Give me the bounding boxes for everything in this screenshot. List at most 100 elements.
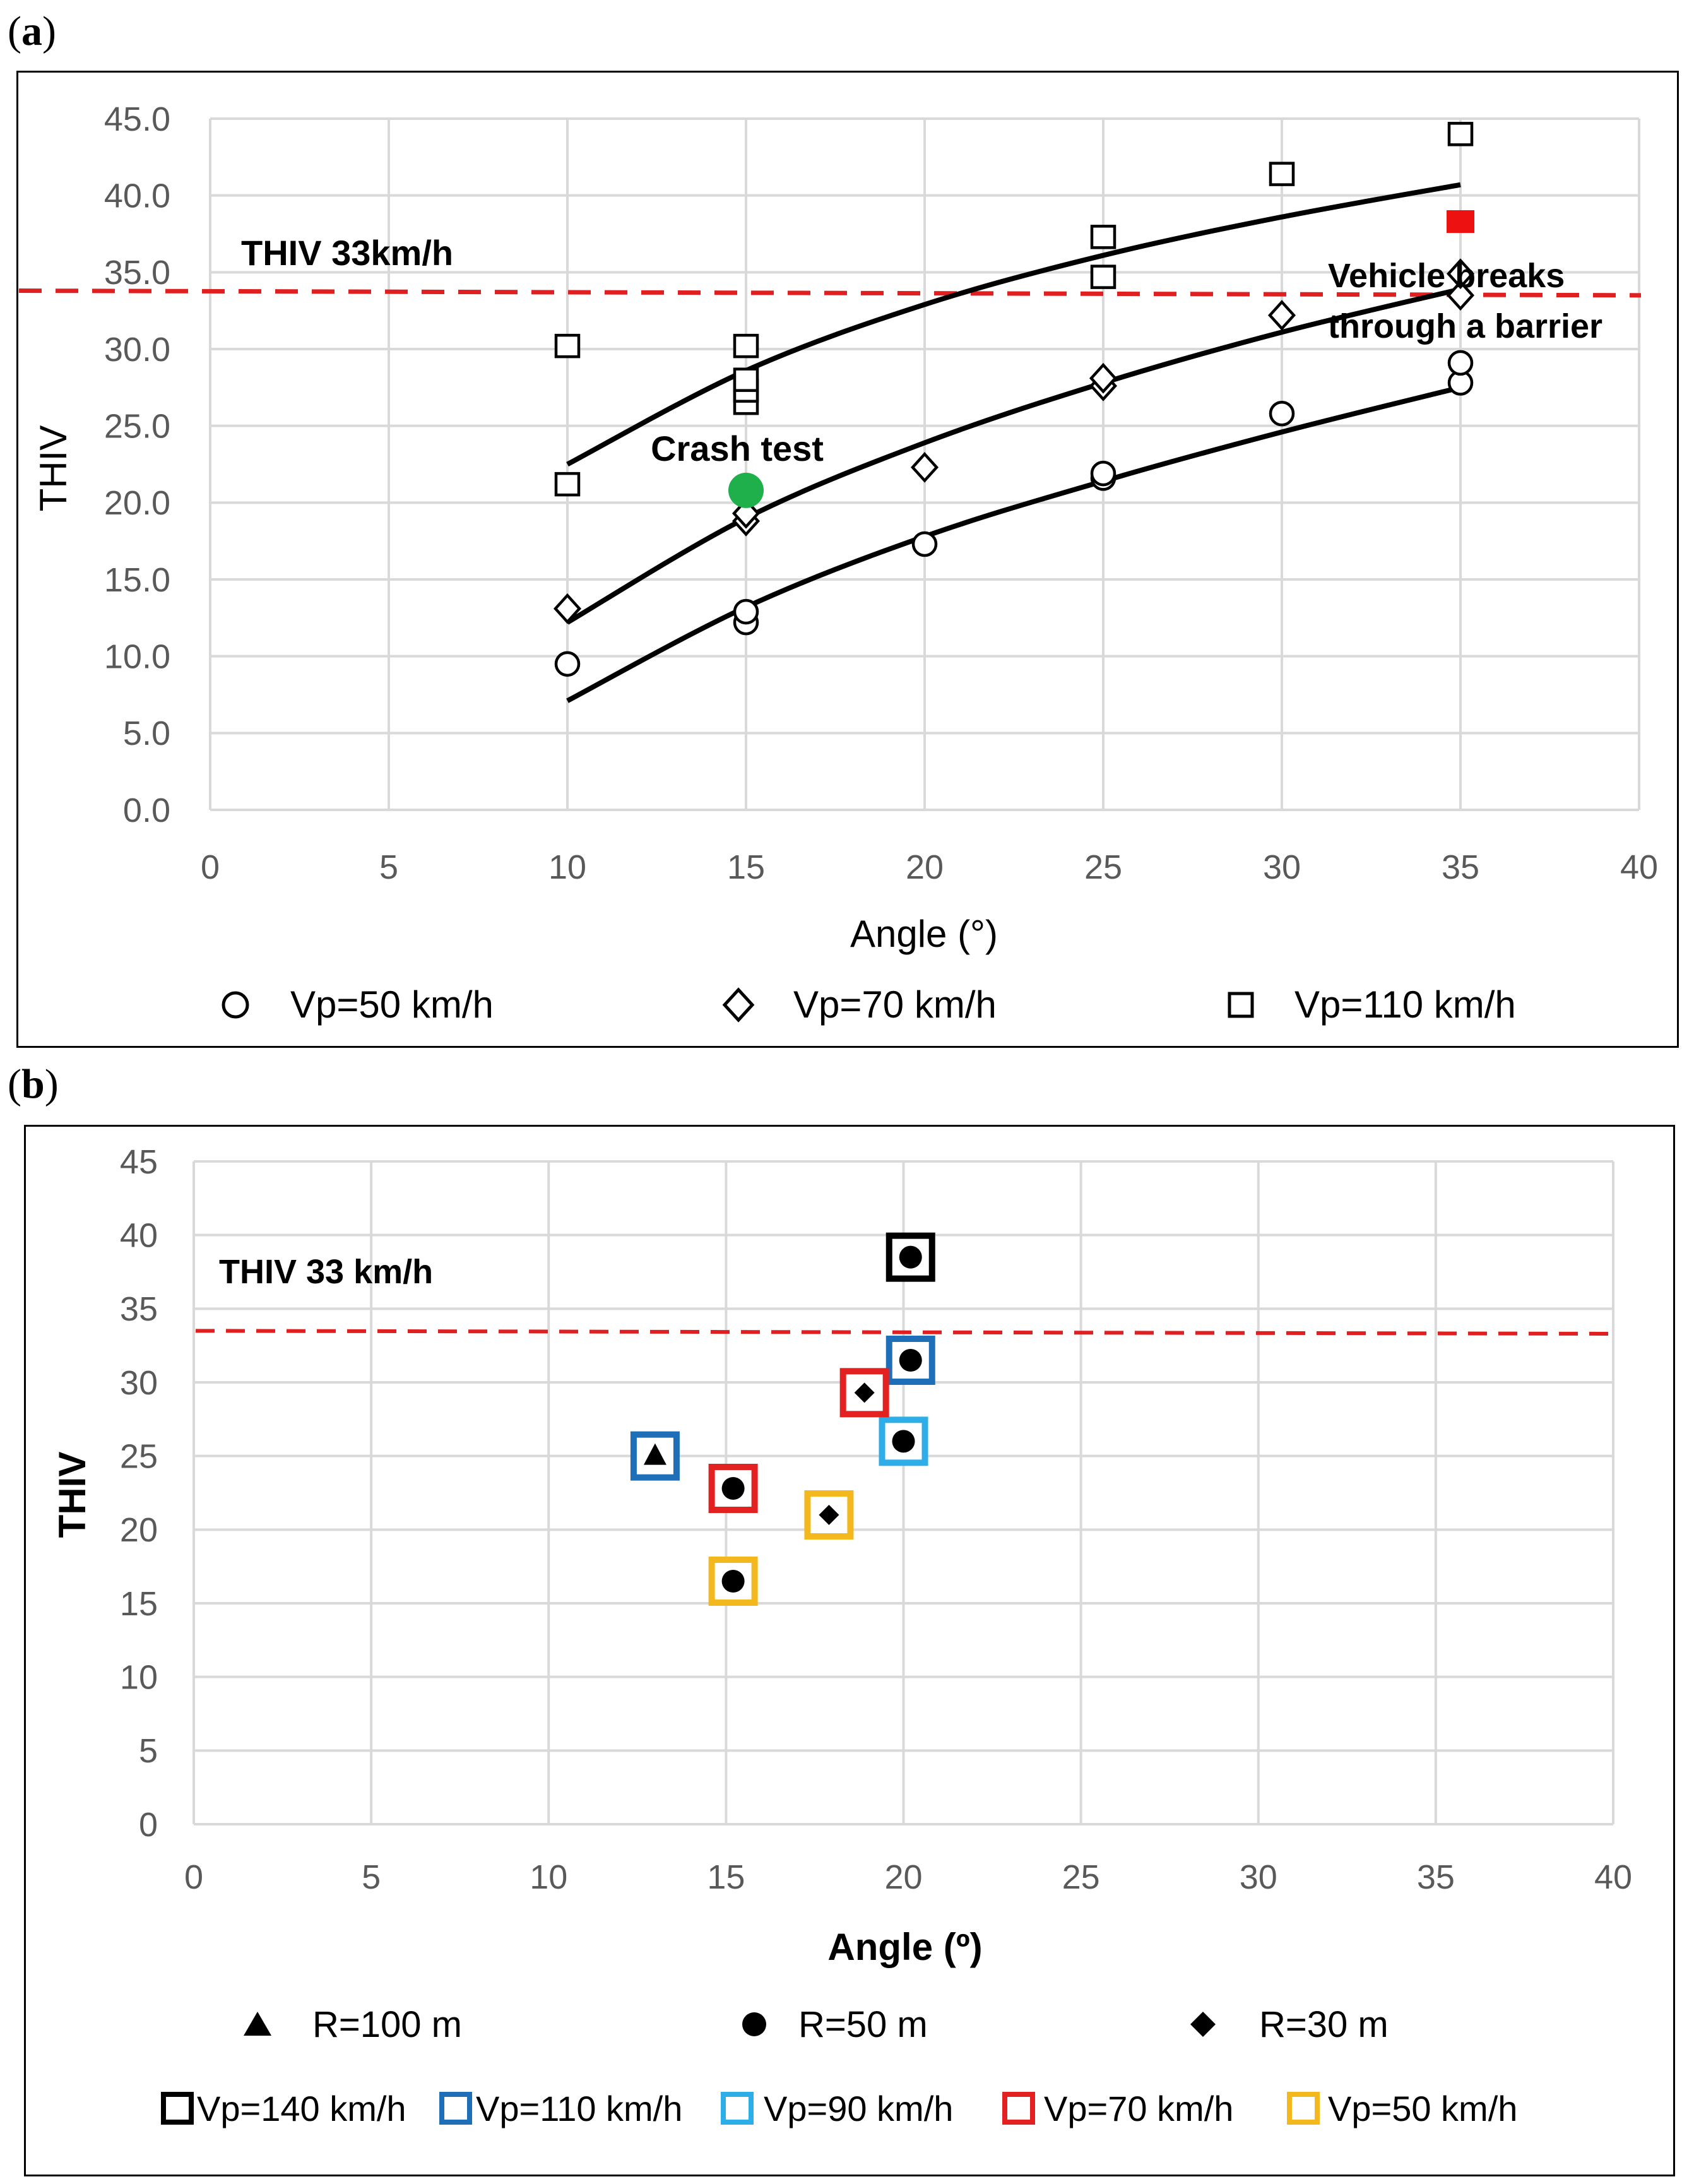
y-tick-label: 25.0 [104,408,170,446]
data-point-square [554,333,581,359]
x-tick-label: 30 [1240,1858,1277,1896]
x-tick-label: 35 [1442,848,1479,886]
legend-square-icon [1228,992,1254,1018]
y-tick-label: 40.0 [104,177,170,215]
x-tick-label: 40 [1594,1858,1632,1896]
legend-diamond-icon [722,987,755,1023]
legend-vp110-icon [439,2092,472,2125]
x-tick-label: 5 [379,848,398,886]
x-tick-label: 20 [884,1858,922,1896]
y-tick-label: 5 [139,1732,158,1770]
chart-a-annotations: Crash test Vehicle breaks through a barr… [651,210,1602,508]
data-point-square [554,472,581,497]
y-tick-label: 0 [139,1806,158,1844]
legend-vp50: Vp=50 km/h [290,983,494,1026]
x-tick-label: 40 [1620,848,1658,886]
legend-vp90-icon [721,2092,754,2125]
data-point-circle [1090,460,1116,487]
chart-b-points [630,1232,935,1606]
y-tick-label: 25 [120,1438,158,1476]
y-tick-label: 20.0 [104,484,170,522]
chart-b-threshold-line [195,1329,1614,1336]
y-tick-label: 35 [120,1290,158,1328]
panel-b-frame [24,1125,1675,2176]
legend-vp50-icon [1287,2092,1320,2125]
crash-test-label: Crash test [651,429,824,468]
breakthrough-label-line2: through a barrier [1328,307,1602,345]
x-tick-label: 10 [530,1858,567,1896]
y-tick-label: 35.0 [104,254,170,292]
legend-vp140: Vp=140 km/h [197,2089,406,2128]
chart-a-threshold-line [18,288,1642,298]
speed-box [630,1431,680,1481]
data-point-diamond [553,593,582,624]
data-point-circle [911,531,938,557]
panel-a-frame [16,71,1679,1048]
data-point-diamond [1446,280,1475,311]
y-tick-label: 45 [120,1143,158,1181]
y-tick-label: 5.0 [123,715,170,752]
y-tick-label: 15 [120,1585,158,1623]
data-point-circle [899,1349,922,1372]
y-tick-label: 15.0 [104,561,170,599]
breakthrough-marker [1447,210,1474,234]
legend-diamond-filled-icon [1190,2012,1216,2037]
legend-vp50-b: Vp=50 km/h [1328,2089,1517,2128]
data-point-square [1090,225,1116,249]
legend-dot-icon [742,2012,766,2036]
trendline [566,384,1461,703]
x-tick-label: 0 [184,1858,203,1896]
data-point-circle [721,1570,745,1593]
data-point-circle [1447,350,1474,376]
chart-a-xlabel: Angle (°) [850,913,998,955]
speed-box [708,1557,758,1606]
chart-a-ticks: 0 5 10 15 20 25 30 35 40 0.0 5.0 10.0 15.0 20.0 25.0 30… [104,100,1658,886]
x-tick-label: 25 [1062,1858,1100,1896]
x-tick-label: 30 [1263,848,1301,886]
data-point-circle [721,1477,745,1500]
legend-circle-icon [222,991,249,1019]
data-point-circle [554,651,581,677]
data-point-diamond [1446,258,1475,290]
data-point-circle [1269,400,1295,427]
panel-b-label: (b) [8,1061,59,1107]
legend-vp110-b: Vp=110 km/h [476,2089,682,2128]
x-tick-label: 10 [548,848,586,886]
x-tick-label: 15 [707,1858,745,1896]
data-point-diamond [1267,300,1296,331]
data-point-square [733,367,759,392]
legend-vp110: Vp=110 km/h [1294,983,1516,1026]
y-tick-label: 40 [120,1217,158,1255]
x-tick-label: 20 [906,848,944,886]
breakthrough-label-line1: Vehicle breaks [1328,257,1565,295]
data-point-triangle [643,1443,666,1465]
data-point-diamond [910,452,939,483]
x-tick-label: 0 [201,848,220,886]
data-point-square [733,333,759,359]
x-tick-label: 25 [1084,848,1122,886]
chart-b-legend-shapes: R=100 m R=50 m R=30 m [244,2004,1389,2045]
chart-b-ticks: 0 5 10 15 20 25 30 35 40 0 5 10 15 20 25 30 35 40 45 [120,1143,1632,1896]
y-tick-label: 20 [120,1511,158,1549]
chart-a-trendlines [566,182,1461,703]
data-point-circle [899,1245,922,1269]
legend-r30: R=30 m [1259,2004,1389,2045]
chart-a-threshold-label: THIV 33km/h [241,233,453,273]
legend-vp70-icon [1002,2092,1035,2125]
legend-vp140-icon [161,2092,194,2125]
chart-b-threshold-label: THIV 33 km/h [219,1253,433,1291]
data-point-square [1447,122,1474,146]
chart-a-points [553,122,1475,677]
x-tick-label: 5 [362,1858,381,1896]
chart-b-ylabel: THIV [51,1452,93,1538]
y-tick-label: 0.0 [123,792,170,829]
chart-a-ylabel: THIV [32,425,74,512]
data-point-circle [892,1430,915,1453]
data-point-square [1090,264,1116,289]
legend-r50: R=50 m [798,2004,928,2045]
chart-a-legend: Vp=50 km/h Vp=70 km/h Vp=110 km/h [222,983,1516,1026]
y-tick-label: 30.0 [104,331,170,369]
data-point-diamond [1089,362,1118,394]
y-tick-label: 45.0 [104,100,170,138]
